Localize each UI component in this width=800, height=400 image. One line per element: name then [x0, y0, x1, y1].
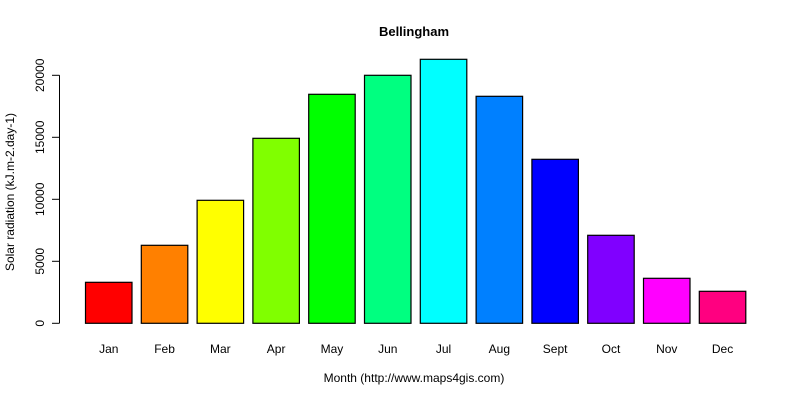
bar-dec — [698, 290, 747, 324]
x-tick-label: May — [321, 342, 344, 356]
x-tick-label: Feb — [154, 342, 175, 356]
x-tick-label: Sept — [543, 342, 568, 356]
bars — [84, 58, 747, 324]
bar-jul — [419, 58, 468, 324]
y-tick-label: 5000 — [33, 248, 47, 275]
x-tick-label: Dec — [712, 342, 733, 356]
bar-mar — [196, 199, 245, 324]
x-tick-label: Mar — [210, 342, 231, 356]
x-tick-label: Jan — [99, 342, 118, 356]
x-tick-label: Aug — [489, 342, 510, 356]
bar-sept — [531, 158, 580, 324]
x-tick-label: Jun — [378, 342, 397, 356]
y-tick-label: 15000 — [33, 120, 47, 154]
x-axis-labels: Jan Feb Mar Apr May Jun Jul Aug Sept Oct Nov Dec — [99, 342, 733, 356]
bar-apr — [252, 137, 300, 324]
y-axis-title: Solar radiation (kJ.m-2.day-1) — [3, 113, 17, 271]
x-tick-label: Nov — [656, 342, 677, 356]
bar-nov — [642, 277, 691, 324]
x-tick-label: Jul — [436, 342, 451, 356]
x-axis-title: Month (http://www.maps4gis.com) — [324, 371, 505, 385]
chart-title: Bellingham — [379, 24, 449, 39]
bar-feb — [140, 244, 189, 324]
bar-jan — [84, 281, 133, 324]
y-tick-label: 0 — [33, 320, 47, 327]
bar-oct — [587, 234, 635, 324]
x-tick-label: Apr — [267, 342, 286, 356]
y-tick-label: 20000 — [33, 58, 47, 92]
y-axis: 0 5000 10000 15000 20000 — [33, 58, 60, 327]
y-tick-label: 10000 — [33, 182, 47, 216]
bar-aug — [475, 95, 524, 324]
bar-jun — [363, 74, 412, 324]
x-tick-label: Oct — [602, 342, 621, 356]
bar-may — [308, 93, 356, 324]
